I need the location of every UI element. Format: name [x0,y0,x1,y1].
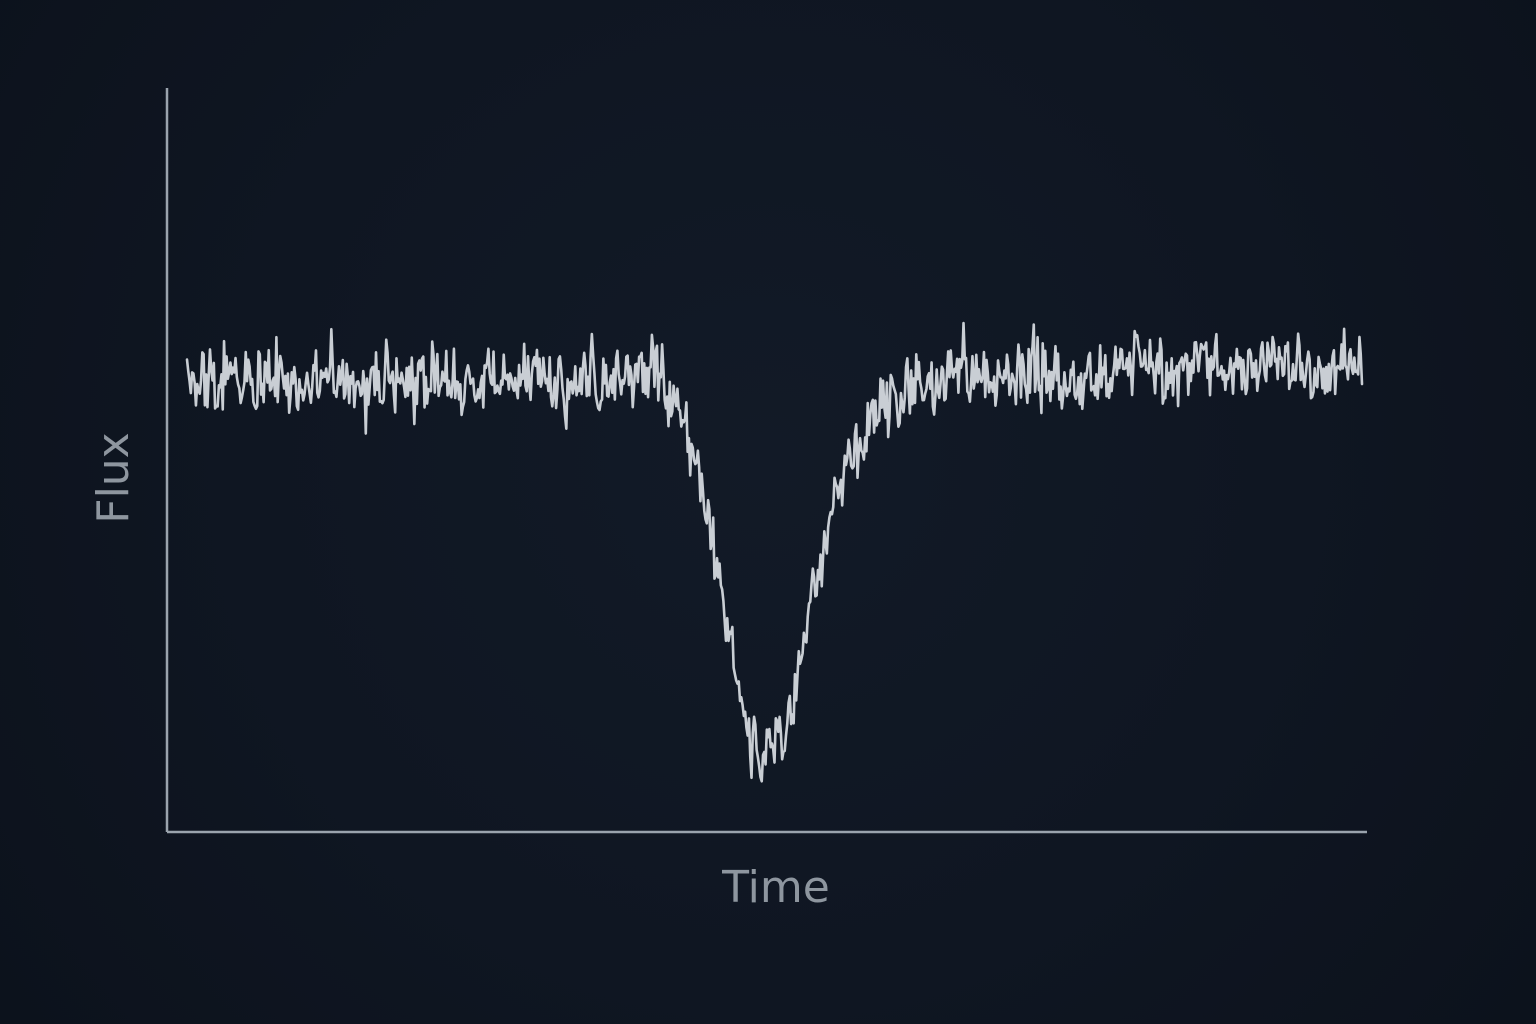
y-axis-label: Flux [88,432,139,523]
x-axis-label: Time [721,862,830,913]
flux-series-line [185,321,1364,783]
series-group [185,321,1364,783]
